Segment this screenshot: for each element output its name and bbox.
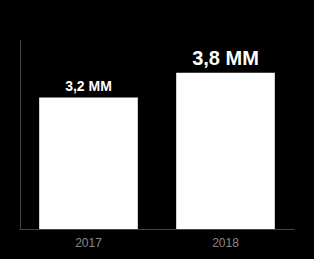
svg-text:2017: 2017	[75, 236, 102, 250]
svg-text:2018: 2018	[212, 236, 239, 250]
svg-text:3,2 MM: 3,2 MM	[65, 78, 112, 94]
svg-text:3,8 MM: 3,8 MM	[192, 47, 259, 69]
